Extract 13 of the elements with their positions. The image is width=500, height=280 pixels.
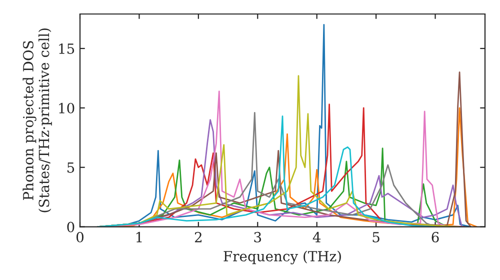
x-tick-label: 6 (432, 232, 439, 242)
x-tick-label: 5 (372, 232, 380, 242)
y-axis-title: Phonon projected DOS (States/THz·primitive cell) (22, 28, 52, 212)
x-tick-label: 4 (312, 232, 321, 242)
y-tick-label: 0 (67, 222, 74, 232)
y-tick-label: 15 (59, 43, 74, 54)
x-tick-label: 1 (136, 232, 142, 242)
y-tick-label: 10 (59, 102, 74, 114)
x-tick-label: 2 (194, 232, 202, 242)
x-axis-title: Frequency (THz) (224, 250, 341, 264)
x-tick-label: 0 (76, 232, 84, 242)
y-tick-label: 5 (67, 162, 74, 173)
x-tick-label: 3 (254, 232, 262, 242)
